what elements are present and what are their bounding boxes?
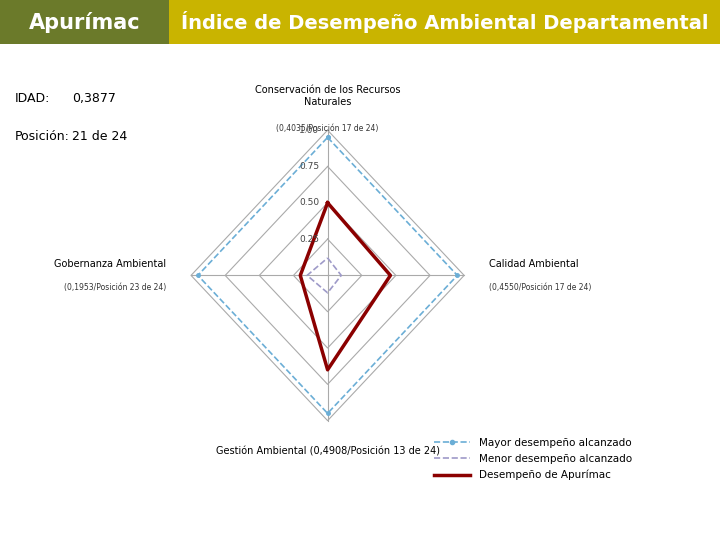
Text: 1.00: 1.00 <box>300 126 320 134</box>
Legend: Mayor desempeño alcanzado, Menor desempeño alcanzado, Desempeño de Apurímac: Mayor desempeño alcanzado, Menor desempe… <box>434 437 631 481</box>
Text: (0,1953/Posición 23 de 24): (0,1953/Posición 23 de 24) <box>64 282 166 292</box>
Text: (0,4035/Posición 17 de 24): (0,4035/Posición 17 de 24) <box>276 124 379 133</box>
Text: (0,4550/Posición 17 de 24): (0,4550/Posición 17 de 24) <box>489 282 591 292</box>
Text: Índice de Desempeño Ambiental Departamental: Índice de Desempeño Ambiental Departamen… <box>181 11 708 33</box>
Text: Gestión Ambiental (0,4908/Posición 13 de 24): Gestión Ambiental (0,4908/Posición 13 de… <box>215 447 440 457</box>
Text: Gobernanza Ambiental: Gobernanza Ambiental <box>54 259 166 269</box>
Text: Conservación de los Recursos
Naturales: Conservación de los Recursos Naturales <box>255 85 400 107</box>
Text: 0.50: 0.50 <box>300 198 320 207</box>
Text: Posición:: Posición: <box>14 130 69 143</box>
Bar <box>0 0 169 44</box>
Text: Calidad Ambiental: Calidad Ambiental <box>489 259 578 269</box>
Text: Apurímac: Apurímac <box>29 12 140 32</box>
Text: 21 de 24: 21 de 24 <box>72 130 127 143</box>
Text: IDAD:: IDAD: <box>14 92 50 105</box>
Text: 0.25: 0.25 <box>300 234 320 244</box>
Text: 0,3877: 0,3877 <box>72 92 116 105</box>
Text: 0.75: 0.75 <box>300 162 320 171</box>
